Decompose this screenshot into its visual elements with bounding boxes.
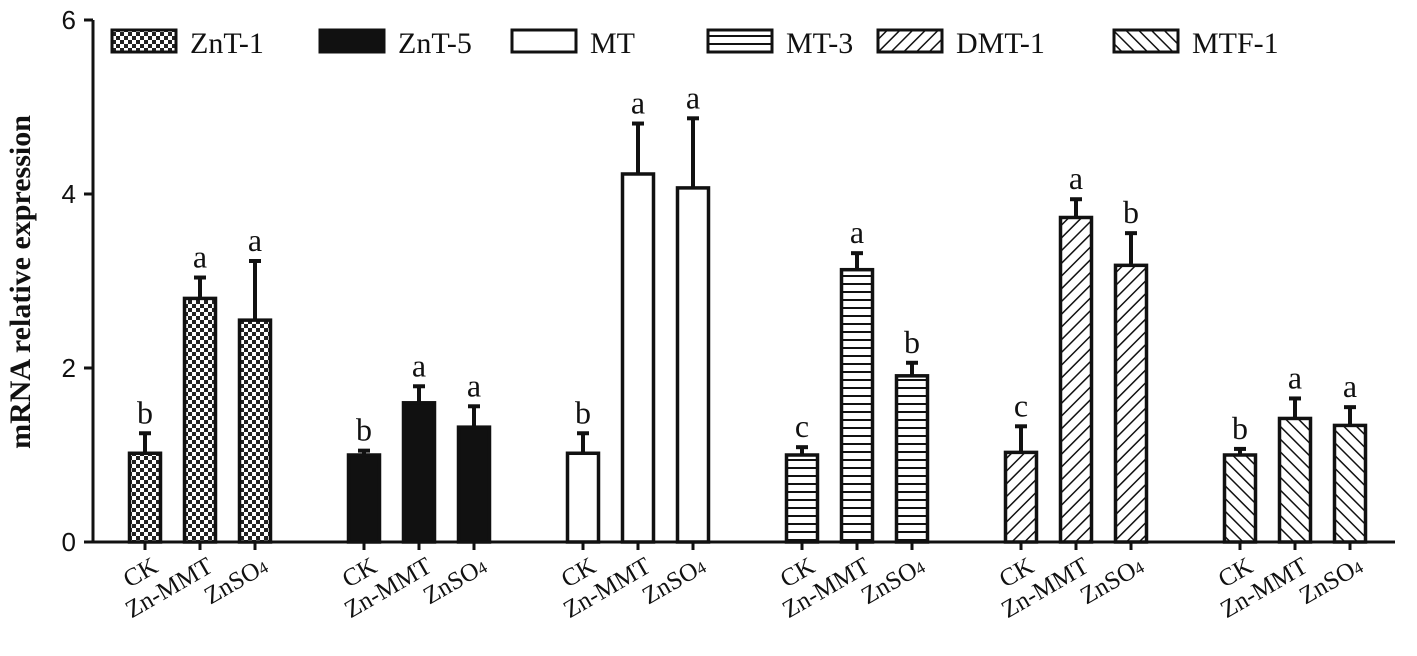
bar [182, 296, 218, 544]
legend-label: DMT-1 [956, 27, 1045, 60]
bar [1332, 423, 1368, 544]
y-tick-label: 4 [62, 179, 76, 209]
x-tick-label: ZnSO4 [1295, 552, 1368, 610]
significance-label: a [193, 239, 207, 275]
legend-label: ZnT-5 [398, 27, 472, 60]
significance-label: c [1014, 387, 1028, 423]
bar [1277, 416, 1313, 544]
bar [839, 267, 875, 544]
legend-swatch [110, 28, 178, 54]
legend-swatch [318, 28, 386, 54]
legend-swatch [876, 28, 944, 54]
legend-swatch [706, 28, 774, 54]
legend-label: MT [590, 27, 635, 60]
bar [675, 186, 711, 544]
bar [1113, 263, 1149, 544]
significance-label: b [356, 412, 372, 448]
bar [127, 451, 163, 544]
x-tick-label: ZnSO4 [200, 552, 273, 610]
x-tick-label: ZnSO4 [638, 552, 711, 610]
legend-label: ZnT-1 [190, 27, 264, 60]
significance-label: a [467, 367, 481, 403]
significance-label: a [1288, 359, 1302, 395]
bar [1222, 453, 1258, 544]
legend: ZnT-1 ZnT-5 MT MT-3 DMT-1 MTF-1 [110, 27, 1279, 60]
bar [620, 172, 656, 544]
significance-label: a [631, 85, 645, 121]
bar [1003, 450, 1039, 544]
significance-label: a [248, 222, 262, 258]
significance-label: c [795, 408, 809, 444]
significance-label: b [904, 324, 920, 360]
bar [784, 453, 820, 544]
significance-label: b [137, 394, 153, 430]
significance-label: b [575, 394, 591, 430]
y-ticks: 0 2 4 6 [62, 5, 93, 557]
bar [565, 451, 601, 544]
significance-label: a [850, 214, 864, 250]
x-tick-label: ZnSO4 [419, 552, 492, 610]
bar [237, 318, 273, 544]
x-tick-label: ZnSO4 [1076, 552, 1149, 610]
bar [456, 425, 492, 544]
bars: b a a b a a b a a c a b c a b b a a [127, 79, 1368, 544]
significance-label: b [1232, 410, 1248, 446]
y-tick-label: 0 [62, 527, 76, 557]
bar [894, 374, 930, 544]
legend-swatch [1112, 28, 1180, 54]
bar [346, 453, 382, 544]
significance-label: b [1123, 194, 1139, 230]
bar [401, 401, 437, 544]
y-tick-label: 2 [62, 353, 76, 383]
legend-swatch [510, 28, 578, 54]
x-tick-label: ZnSO4 [857, 552, 930, 610]
legend-label: MT-3 [786, 27, 853, 60]
y-axis-label: mRNA relative expression [4, 115, 37, 449]
significance-label: a [1069, 160, 1083, 196]
y-tick-label: 6 [62, 5, 76, 35]
significance-label: a [412, 347, 426, 383]
significance-label: a [686, 79, 700, 115]
legend-label: MTF-1 [1192, 27, 1279, 60]
significance-label: a [1343, 368, 1357, 404]
bar [1058, 215, 1094, 544]
